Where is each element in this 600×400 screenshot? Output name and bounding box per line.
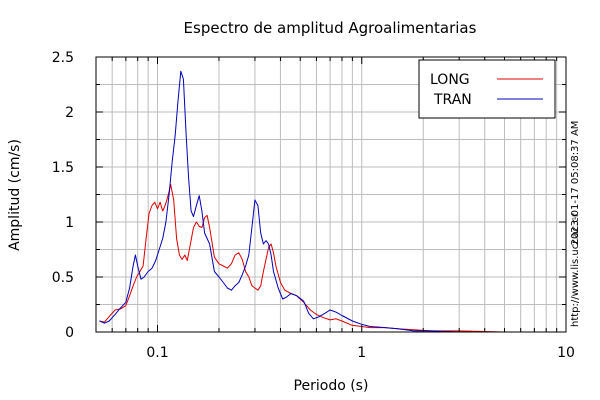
x-tick-label: 0.1 [146, 345, 168, 361]
legend-label-long: LONG [430, 72, 470, 88]
series-line-tran [99, 70, 566, 333]
series-line-long [99, 184, 566, 333]
legend-label-tran: TRAN [433, 92, 472, 108]
y-tick-label: 1 [65, 215, 74, 231]
x-tick-label: 1 [357, 345, 366, 361]
axis-ticks: 0.1 1 10 0 0.5 1 1.5 2 2.5 [52, 50, 575, 361]
y-axis-title: Amplitud (cm/s) [7, 139, 23, 251]
legend-box [418, 59, 556, 119]
x-axis-title: Periodo (s) [294, 378, 369, 394]
chart-title: Espectro de amplitud Agroalimentarias [184, 19, 477, 37]
y-tick-label: 1.5 [52, 160, 74, 176]
y-tick-label: 0 [65, 325, 74, 341]
timestamp-label: 2023-01-17 05:08:37 AM [570, 121, 581, 246]
series-lines [99, 70, 566, 333]
y-tick-label: 2 [65, 105, 74, 121]
y-tick-label: 0.5 [52, 270, 74, 286]
y-tick-label: 2.5 [52, 50, 74, 66]
x-tick-label: 10 [557, 345, 575, 361]
source-url-label: http://www.lis.ucr.ac.cr [570, 212, 581, 327]
legend: LONG TRAN [418, 59, 556, 119]
